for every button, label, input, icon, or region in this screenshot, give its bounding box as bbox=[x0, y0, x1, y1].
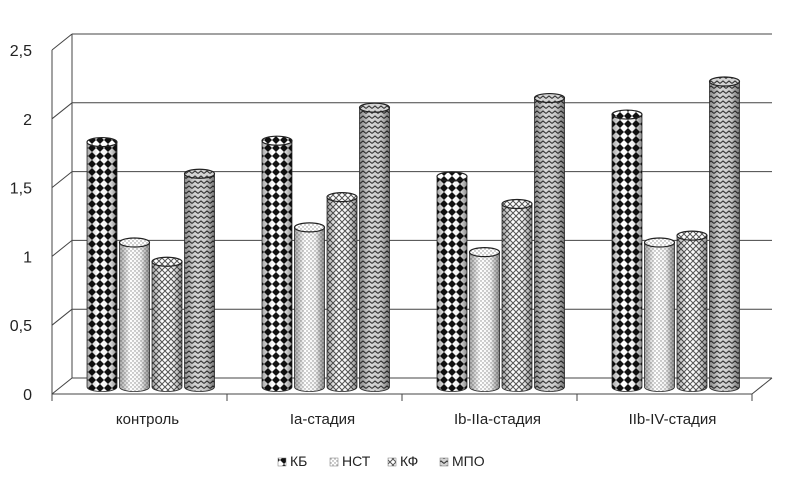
legend-label: НСТ bbox=[342, 453, 371, 469]
gridline-side bbox=[51, 102, 73, 120]
bar-kf bbox=[326, 192, 358, 392]
bar-kb bbox=[86, 136, 118, 392]
legend-label: КБ bbox=[290, 453, 307, 469]
legend: КБ НСТ КФ МПО bbox=[277, 453, 485, 469]
gridline-side bbox=[51, 240, 73, 257]
bar-nst bbox=[118, 237, 151, 392]
legend-swatch bbox=[387, 457, 397, 467]
legend-swatch bbox=[277, 457, 287, 467]
x-category-label: контроль bbox=[116, 411, 179, 428]
y-tick-label: 0 bbox=[23, 387, 32, 404]
floor-edge bbox=[751, 377, 773, 395]
bar-nst bbox=[293, 222, 326, 392]
gridline-side bbox=[51, 33, 73, 51]
labels: 0 0,5 1 1,5 2 2,5 контроль Ia-стадия Ib-IIa-стад… bbox=[10, 43, 717, 428]
bar-kb bbox=[611, 109, 643, 392]
bar-nst bbox=[643, 237, 676, 392]
gridline-side bbox=[51, 171, 73, 188]
bar-kf bbox=[501, 198, 533, 392]
x-category-label: Ia-стадия bbox=[290, 411, 355, 428]
y-tick-label: 2,5 bbox=[10, 43, 32, 60]
bar-mpo bbox=[533, 92, 566, 392]
bar-mpo bbox=[183, 168, 216, 392]
y-tick-label: 1 bbox=[23, 249, 32, 266]
legend-item-kb: КБ bbox=[277, 453, 307, 469]
bar-kb bbox=[436, 171, 468, 392]
y-tick-label: 2 bbox=[23, 112, 32, 129]
bar-kf bbox=[676, 230, 708, 392]
legend-swatch bbox=[329, 457, 339, 467]
legend-item-mpo: МПО bbox=[439, 453, 485, 469]
y-tick-label: 0,5 bbox=[10, 318, 32, 335]
legend-item-nst: НСТ bbox=[329, 453, 371, 469]
bar-nst bbox=[468, 247, 501, 392]
y-tick-label: 1,5 bbox=[10, 181, 32, 198]
gridline-side bbox=[51, 377, 73, 395]
bar-mpo bbox=[358, 102, 391, 392]
bar-kb bbox=[261, 135, 293, 392]
x-category-label: Ib-IIa-стадия bbox=[454, 411, 541, 428]
bars bbox=[86, 76, 741, 392]
legend-label: МПО bbox=[452, 453, 485, 469]
x-category-label: IIb-IV-стадия bbox=[629, 411, 717, 428]
legend-swatch bbox=[439, 457, 449, 467]
bar-kf bbox=[151, 256, 183, 392]
bar-mpo bbox=[708, 76, 741, 392]
legend-item-kf: КФ bbox=[387, 453, 418, 469]
legend-label: КФ bbox=[400, 453, 418, 469]
gridline-side bbox=[51, 308, 73, 326]
